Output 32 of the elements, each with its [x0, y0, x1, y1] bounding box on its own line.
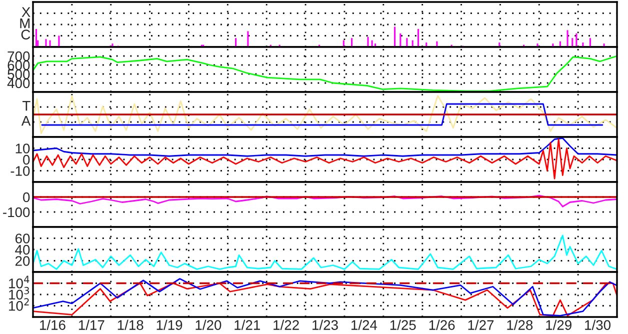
x-tick-label: 1/22	[274, 320, 299, 330]
x-tick-label: 1/23	[312, 320, 338, 330]
x-tick-label: 1/26	[429, 320, 455, 330]
x-tick-label: 1/30	[585, 320, 611, 330]
x-tick-label: 1/18	[118, 320, 144, 330]
x-tick-label: 1/17	[78, 320, 104, 330]
x-tick-label: 1/19	[156, 320, 182, 330]
text: M	[20, 18, 30, 28]
text: T	[22, 101, 30, 111]
y-tick-label: 60	[15, 234, 30, 244]
x-tick-label: 1/25	[390, 320, 416, 330]
x-tick-label: 1/24	[351, 320, 378, 330]
x-tick-label: 1/21	[234, 320, 260, 330]
text: A	[21, 116, 31, 126]
x-tick-label: 1/20	[196, 320, 222, 330]
y-tick-label: 20	[15, 256, 30, 266]
y-tick-label: -10	[10, 166, 30, 176]
text: C	[21, 30, 30, 40]
y-tick-label: 40	[15, 244, 30, 255]
text: X	[22, 7, 30, 17]
y-tick-label: 0	[23, 192, 30, 202]
y-tick-label: 10$^{4}$	[9, 276, 30, 288]
y-tick-label: 10$^{2}$	[9, 298, 29, 311]
y-tick-label: -100	[3, 207, 30, 218]
x-tick-label: 1/16	[40, 320, 66, 330]
x-tick-label: 1/29	[546, 320, 572, 330]
x-tick-label: 1/28	[507, 320, 533, 330]
x-tick-label: 1/27	[468, 320, 494, 330]
y-tick-label: 0	[23, 154, 30, 165]
y-tick-label: 700	[8, 51, 30, 62]
y-tick-label: 400	[7, 78, 30, 88]
y-tick-label: 10	[16, 144, 30, 154]
